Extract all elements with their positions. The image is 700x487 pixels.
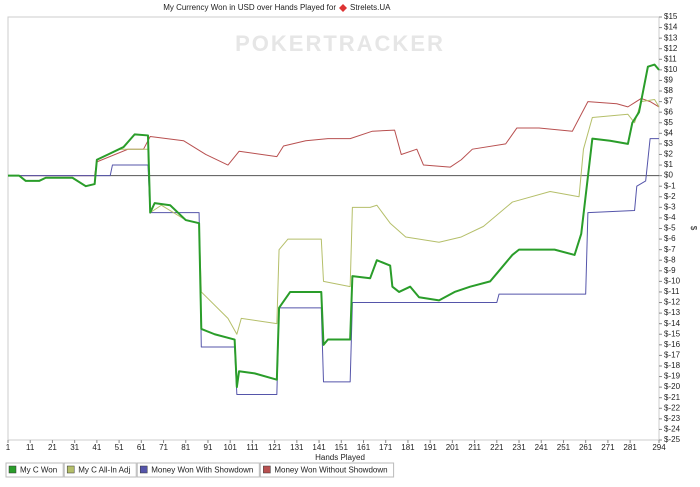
y-tick-label: $2 — [664, 150, 673, 159]
player-icon — [339, 4, 347, 12]
chart-title: My Currency Won in USD over Hands Played… — [163, 3, 336, 12]
y-tick-label: $-10 — [664, 276, 681, 285]
legend-label: Money Won Without Showdown — [274, 466, 387, 475]
y-tick-label: $5 — [664, 118, 673, 127]
x-tick-label: 31 — [70, 443, 79, 452]
y-tick-label: $-14 — [664, 319, 681, 328]
y-tick-label: $-1 — [664, 181, 676, 190]
y-tick-label: $-2 — [664, 192, 676, 201]
x-tick-label: 121 — [268, 443, 282, 452]
y-tick-label: $-15 — [664, 329, 681, 338]
legend-swatch — [8, 465, 17, 474]
x-tick-label: 131 — [290, 443, 304, 452]
x-tick-label: 294 — [652, 443, 666, 452]
y-tick-label: $-5 — [664, 224, 676, 233]
watermark: POKERTRACKER — [235, 31, 445, 56]
y-tick-label: $-18 — [664, 361, 681, 370]
x-tick-label: 61 — [137, 443, 146, 452]
x-tick-label: 271 — [601, 443, 615, 452]
y-tick-label: $7 — [664, 97, 673, 106]
x-tick-label: 101 — [224, 443, 238, 452]
x-axis-title: Hands Played — [315, 453, 365, 462]
legend-box — [5, 462, 64, 478]
y-tick-label: $-17 — [664, 351, 681, 360]
player-name: Strelets.UA — [350, 3, 391, 12]
x-tick-label: 151 — [335, 443, 349, 452]
x-tick-label: 161 — [357, 443, 371, 452]
x-tick-label: 251 — [557, 443, 571, 452]
y-tick-label: $13 — [664, 33, 678, 42]
y-tick-label: $-3 — [664, 202, 676, 211]
y-tick-label: $-6 — [664, 234, 676, 243]
x-tick-label: 91 — [204, 443, 213, 452]
x-tick-label: 71 — [159, 443, 168, 452]
legend-label: My C All-In Adj — [78, 466, 130, 475]
y-tick-label: $6 — [664, 107, 673, 116]
y-tick-label: $9 — [664, 76, 673, 85]
y-tick-label: $12 — [664, 44, 678, 53]
x-tick-label: 211 — [468, 443, 481, 452]
x-tick-label: 221 — [490, 443, 504, 452]
x-tick-label: 41 — [92, 443, 101, 452]
legend-box — [259, 462, 395, 478]
legend-swatch — [263, 465, 271, 474]
y-tick-label: $0 — [664, 171, 673, 180]
y-tick-label: $3 — [664, 139, 673, 148]
x-tick-label: 141 — [312, 443, 326, 452]
y-tick-label: $-4 — [664, 213, 676, 222]
x-tick-label: 191 — [423, 443, 437, 452]
y-tick-label: $-9 — [664, 266, 676, 275]
x-tick-label: 11 — [26, 443, 35, 452]
x-tick-label: 281 — [623, 443, 637, 452]
legend-box — [63, 462, 137, 478]
series-line — [8, 97, 660, 177]
x-tick-label: 21 — [48, 443, 57, 452]
y-tick-label: $8 — [664, 86, 673, 95]
y-tick-label: $-12 — [664, 298, 681, 307]
y-tick-label: $-24 — [664, 425, 681, 434]
x-tick-label: 181 — [401, 443, 415, 452]
y-tick-label: $-8 — [664, 255, 676, 264]
x-tick-label: 111 — [246, 443, 259, 452]
legend-swatch — [139, 465, 148, 474]
y-tick-label: $-22 — [664, 403, 681, 412]
y-tick-label: $-21 — [664, 393, 681, 402]
y-tick-label: $-7 — [664, 245, 676, 254]
y-tick-label: $-20 — [664, 382, 681, 391]
legend-label: Money Won With Showdown — [151, 466, 253, 475]
x-tick-label: 81 — [181, 443, 190, 452]
y-tick-label: $-13 — [664, 308, 681, 317]
x-tick-label: 261 — [579, 443, 593, 452]
legend-swatch — [66, 465, 75, 474]
y-tick-label: $11 — [664, 54, 677, 63]
y-tick-label: $-25 — [664, 435, 681, 444]
y-tick-label: $15 — [664, 12, 678, 21]
x-tick-label: 171 — [379, 443, 393, 452]
legend-box — [136, 462, 260, 478]
y-tick-label: $-23 — [664, 414, 681, 423]
y-tick-label: $-16 — [664, 340, 681, 349]
x-tick-label: 201 — [446, 443, 460, 452]
x-tick-label: 231 — [512, 443, 526, 452]
y-tick-label: $-11 — [664, 287, 680, 296]
x-tick-label: 1 — [6, 443, 11, 452]
y-tick-label: $10 — [664, 65, 678, 74]
y-tick-label: $14 — [664, 23, 678, 32]
legend-label: My C Won — [20, 466, 57, 475]
x-tick-label: 241 — [535, 443, 549, 452]
y-axis-title: $ — [689, 226, 698, 231]
x-tick-label: 51 — [115, 443, 124, 452]
series-line — [8, 63, 660, 389]
y-tick-label: $1 — [664, 160, 673, 169]
y-tick-label: $-19 — [664, 372, 681, 381]
y-tick-label: $4 — [664, 128, 673, 137]
